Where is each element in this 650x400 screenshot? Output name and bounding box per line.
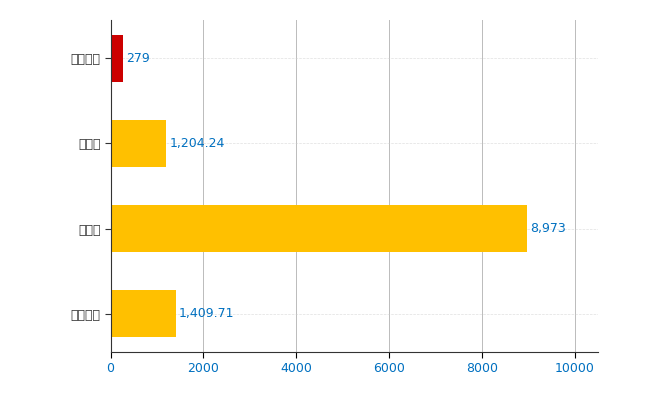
Text: 1,204.24: 1,204.24 [169,137,224,150]
Bar [111,290,176,337]
Bar [111,120,166,167]
Text: 1,409.71: 1,409.71 [179,307,234,320]
Bar [111,205,527,252]
Text: 8,973: 8,973 [530,222,566,235]
Text: 279: 279 [126,52,150,65]
Bar [111,35,124,82]
